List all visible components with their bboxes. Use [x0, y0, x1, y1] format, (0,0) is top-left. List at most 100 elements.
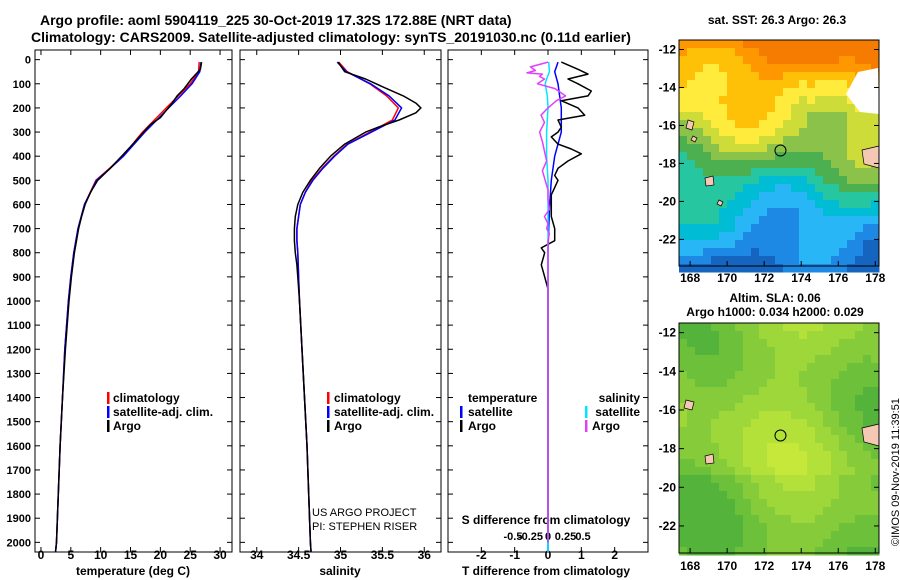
sst-cell: [839, 200, 848, 209]
sla-cell: [855, 483, 864, 492]
sst-cell: [703, 160, 712, 169]
sla-cell: [783, 363, 792, 372]
sla-cell: [863, 507, 872, 516]
sst-cell: [847, 192, 856, 201]
sst-cell: [807, 88, 816, 97]
sla-cell: [679, 411, 688, 420]
sla-cell: [831, 347, 840, 356]
sla-cell: [727, 339, 736, 348]
sla-cell: [871, 347, 880, 356]
x-tick-label: 20: [154, 548, 168, 562]
sla-cell: [775, 539, 784, 548]
sla-cell: [807, 363, 816, 372]
sst-cell: [711, 40, 720, 49]
sla-cell: [871, 451, 880, 460]
sst-cell: [735, 208, 744, 217]
sla-cell: [719, 523, 728, 532]
sst-cell: [743, 144, 752, 153]
legend-title-salinity: salinity: [599, 391, 641, 405]
sla-cell: [719, 531, 728, 540]
sla-cell: [711, 443, 720, 452]
sla-cell: [775, 355, 784, 364]
map-y-tick-label: -14: [659, 364, 677, 378]
sla-cell: [735, 403, 744, 412]
sla-cell: [783, 339, 792, 348]
sst-cell: [751, 184, 760, 193]
sst-map-axes: 168 170 172 174 176 178-12-14-16-18-20-22: [659, 42, 886, 285]
sst-cell: [703, 56, 712, 65]
sst-cell: [831, 184, 840, 193]
sla-cell: [711, 483, 720, 492]
sst-cell: [679, 136, 688, 145]
sst-cell: [775, 256, 784, 265]
sla-cell: [831, 499, 840, 508]
sla-cell: [815, 539, 824, 548]
sla-cell: [743, 427, 752, 436]
sst-cell: [799, 80, 808, 89]
sst-cell: [863, 120, 872, 129]
sla-cell: [783, 451, 792, 460]
sst-cell: [791, 40, 800, 49]
sla-cell: [743, 363, 752, 372]
sla-cell: [719, 483, 728, 492]
sla-cell: [839, 395, 848, 404]
map-y-tick-label: -14: [659, 80, 677, 94]
sst-cell: [791, 128, 800, 137]
sla-cell: [775, 443, 784, 452]
sla-cell: [759, 451, 768, 460]
sst-cell: [871, 224, 880, 233]
sla-cell: [711, 419, 720, 428]
sst-cell: [807, 176, 816, 185]
sst-cell: [759, 80, 768, 89]
sst-cell: [783, 144, 792, 153]
sst-cell: [751, 112, 760, 121]
sla-cell: [791, 323, 800, 332]
sst-cell: [823, 176, 832, 185]
sst-cell: [751, 144, 760, 153]
sst-cell: [783, 72, 792, 81]
sla-cell: [855, 467, 864, 476]
legend-label-s-satellite: satellite: [595, 405, 640, 419]
sla-cell: [695, 411, 704, 420]
legend-swatch-argo: [327, 420, 330, 432]
sla-cell: [727, 363, 736, 372]
sst-cell: [799, 216, 808, 225]
sst-cell: [839, 136, 848, 145]
x-tick-label: -2: [476, 548, 487, 562]
sla-cell: [687, 435, 696, 444]
sla-cell: [831, 323, 840, 332]
sla-cell: [823, 395, 832, 404]
sla-cell: [799, 435, 808, 444]
sst-cell: [719, 248, 728, 257]
sst-cell: [759, 56, 768, 65]
sla-cell: [839, 523, 848, 532]
sla-cell: [855, 323, 864, 332]
sla-cell: [783, 435, 792, 444]
sst-cell: [815, 248, 824, 257]
sla-cell: [831, 451, 840, 460]
sla-cell: [775, 323, 784, 332]
map-y-tick-label: -16: [659, 118, 677, 132]
sla-cell: [687, 339, 696, 348]
sst-cell: [823, 248, 832, 257]
sst-cell: [679, 256, 688, 265]
sla-cell: [679, 523, 688, 532]
map-y-tick-label: -12: [659, 42, 677, 56]
sla-cell: [863, 403, 872, 412]
sla-cell: [735, 507, 744, 516]
sst-cell: [863, 56, 872, 65]
sla-cell: [679, 339, 688, 348]
sst-cell: [839, 240, 848, 249]
map-x-tick-label: 170: [717, 271, 737, 285]
sst-cell: [719, 112, 728, 121]
sst-cell: [855, 136, 864, 145]
sla-cell: [743, 483, 752, 492]
sst-cell: [783, 192, 792, 201]
x-tick-label: 2: [611, 548, 618, 562]
temperature-plot-frame: [34, 49, 233, 553]
sst-cell: [799, 88, 808, 97]
sla-cell: [727, 523, 736, 532]
sst-cell: [759, 240, 768, 249]
sla-cell: [791, 491, 800, 500]
sla-cell: [815, 515, 824, 524]
